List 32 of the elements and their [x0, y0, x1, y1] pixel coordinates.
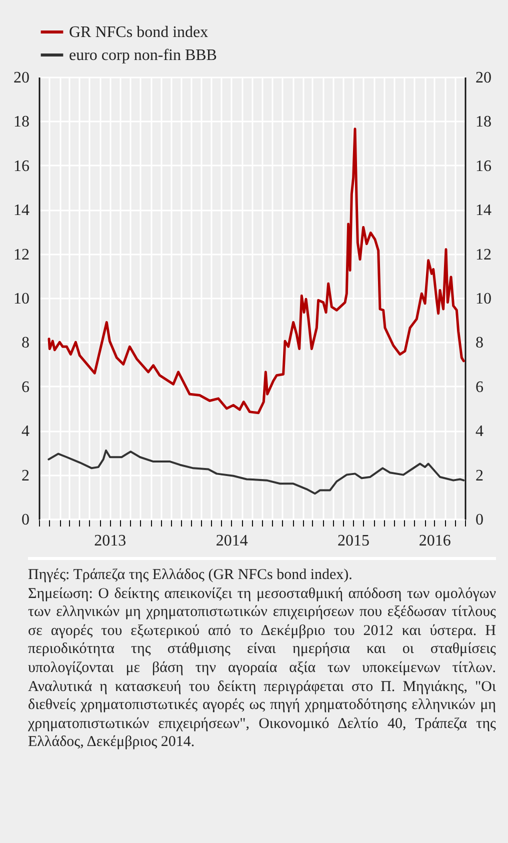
x-tick-label: 2013 — [94, 532, 126, 550]
y-tick-label: 20 — [14, 70, 30, 86]
y2-tick-label: 14 — [476, 202, 492, 220]
y-tick-label: 18 — [14, 114, 30, 131]
y2-tick-label: 10 — [476, 290, 492, 308]
y-tick-label: 10 — [14, 290, 30, 308]
x-tick-label: 2016 — [418, 532, 451, 550]
y2-tick-label: 2 — [476, 467, 484, 484]
line-series — [48, 449, 465, 495]
y-tick-label: 8 — [22, 334, 30, 352]
y2-tick-label: 16 — [476, 158, 492, 175]
y2-tick-label: 18 — [476, 114, 492, 131]
legend-label: GR NFCs bond index — [69, 24, 208, 41]
y-tick-label: 16 — [14, 158, 30, 175]
y2-tick-label: 20 — [476, 70, 492, 86]
y-tick-label: 2 — [22, 467, 30, 484]
x-tick-label: 2015 — [338, 532, 370, 550]
y-tick-label: 6 — [22, 378, 30, 396]
y-tick-label: 4 — [22, 423, 30, 440]
x-tick-label: 2014 — [216, 532, 248, 550]
y2-tick-label: 8 — [476, 334, 484, 352]
y2-tick-label: 6 — [476, 378, 484, 396]
y-tick-label: 0 — [22, 512, 30, 528]
text: Πηγές: Τράπεζα της Ελλάδος (GR NFCs bond index). — [28, 566, 354, 585]
line-series — [48, 128, 465, 414]
y2-tick-label: 12 — [476, 246, 492, 264]
text: Σημείωση: Ο δείκτης απεικονίζει τη μεσοσταθμική απόδοση των ομολόγων των ελληνικών μη χρηματοπιστωτικών επιχειρήσεων που εξέδωσαν τίτλους σε αγορές του εξωτερικού από το Δεκέμβριο του 2012 και ύστερα. Η περιοδικότητα της στάθμισης είναι ημερήσια και οι σταθμίσεις υπολογίζονται με βάση την αγοραία αξία των υποκείμενων τίτλων. Αναλυτικά η κατασκευή του δείκτη περιγράφεται στο Π. Μηγιάκης, "Οι διεθνείς χρηματοπιστωτικές αγορές ως πηγή χρηματοδότησης ελληνικών μη χρηματοπιστωτικών επιχειρήσεων", Οικονομικό Δελτίο 40, Τράπεζα της Ελλάδος, Δεκέμβριος 2014. — [28, 586, 496, 750]
y2-tick-label: 4 — [476, 423, 484, 440]
legend-label: euro corp non-fin BBB — [69, 47, 217, 64]
y-tick-label: 12 — [14, 246, 30, 264]
y2-tick-label: 0 — [476, 512, 484, 528]
y-tick-label: 14 — [14, 202, 30, 220]
